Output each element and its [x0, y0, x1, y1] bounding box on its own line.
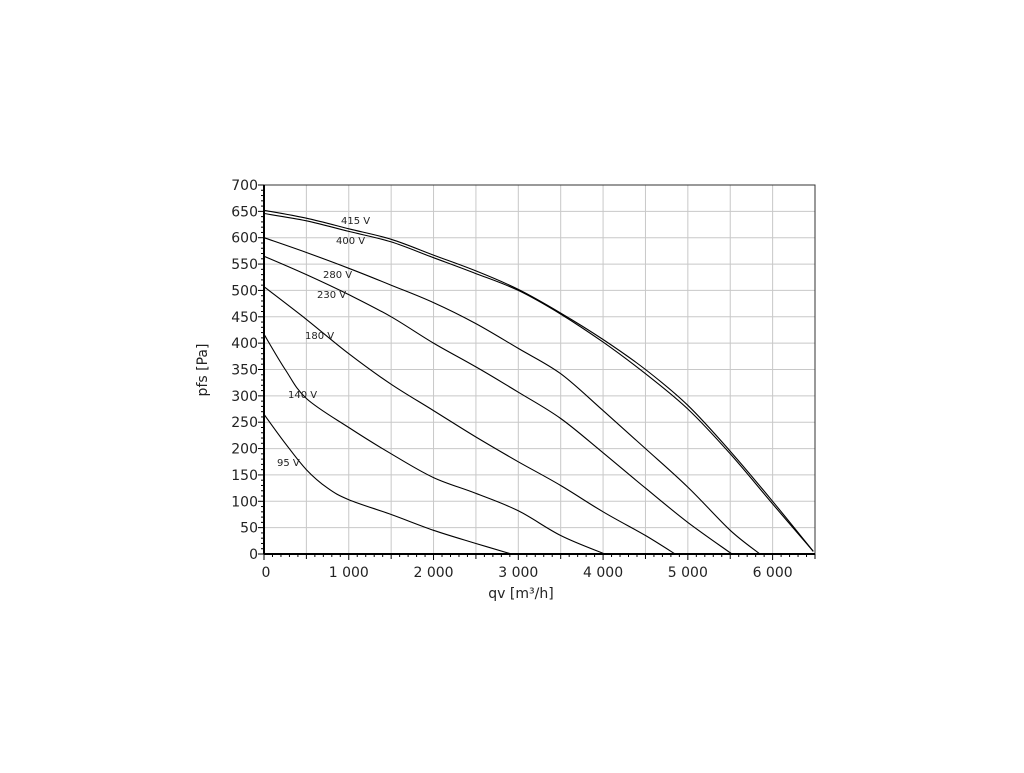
y-tick-label: 250 — [231, 415, 258, 431]
y-tick-label: 400 — [231, 336, 258, 352]
curve-label-400v: 400 V — [336, 236, 365, 247]
axis-ticks: 0 1 000 2 000 3 000 4 000 5 000 6 000 0 50 100 150… — [231, 178, 816, 581]
y-tick-label: 450 — [231, 310, 258, 326]
x-tick-label: 4 000 — [583, 565, 623, 581]
curve-label-95v: 95 V — [277, 458, 300, 469]
curve-400v — [263, 212, 814, 552]
y-tick-label: 700 — [231, 178, 258, 194]
x-tick-label: 2 000 — [413, 565, 453, 581]
x-tick-label: 3 000 — [498, 565, 538, 581]
y-tick-label: 350 — [231, 363, 258, 379]
y-tick-label: 500 — [231, 283, 258, 299]
curve-label-140v: 140 V — [288, 390, 317, 401]
curve-label-280v: 280 V — [323, 270, 352, 281]
curve-180v — [263, 286, 676, 555]
curve-280v — [263, 237, 761, 555]
x-axis-title: qv [m³/h] — [488, 586, 553, 602]
y-tick-label: 0 — [249, 547, 258, 563]
y-tick-label: 550 — [231, 257, 258, 273]
curve-labels: 415 V 400 V 280 V 230 V 180 V 140 V 95 V — [277, 216, 370, 469]
y-tick-label: 50 — [240, 521, 258, 537]
y-tick-label: 300 — [231, 389, 258, 405]
y-tick-label: 650 — [231, 204, 258, 220]
y-tick-label: 100 — [231, 494, 258, 510]
curve-95v — [263, 413, 512, 555]
curve-label-180v: 180 V — [305, 331, 334, 342]
curve-415v — [263, 209, 814, 552]
x-tick-label: 0 — [262, 565, 271, 581]
y-tick-label: 150 — [231, 468, 258, 484]
y-tick-label: 200 — [231, 442, 258, 458]
grid — [264, 185, 815, 554]
curves — [263, 209, 814, 555]
curve-230v — [263, 255, 733, 555]
y-tick-label: 600 — [231, 231, 258, 247]
x-tick-label: 6 000 — [753, 565, 793, 581]
curve-label-415v: 415 V — [341, 216, 370, 227]
curve-label-230v: 230 V — [317, 290, 346, 301]
x-tick-label: 1 000 — [329, 565, 369, 581]
curve-140v — [263, 333, 606, 555]
x-tick-label: 5 000 — [668, 565, 708, 581]
y-axis-title: pfs [Pa] — [195, 344, 211, 397]
